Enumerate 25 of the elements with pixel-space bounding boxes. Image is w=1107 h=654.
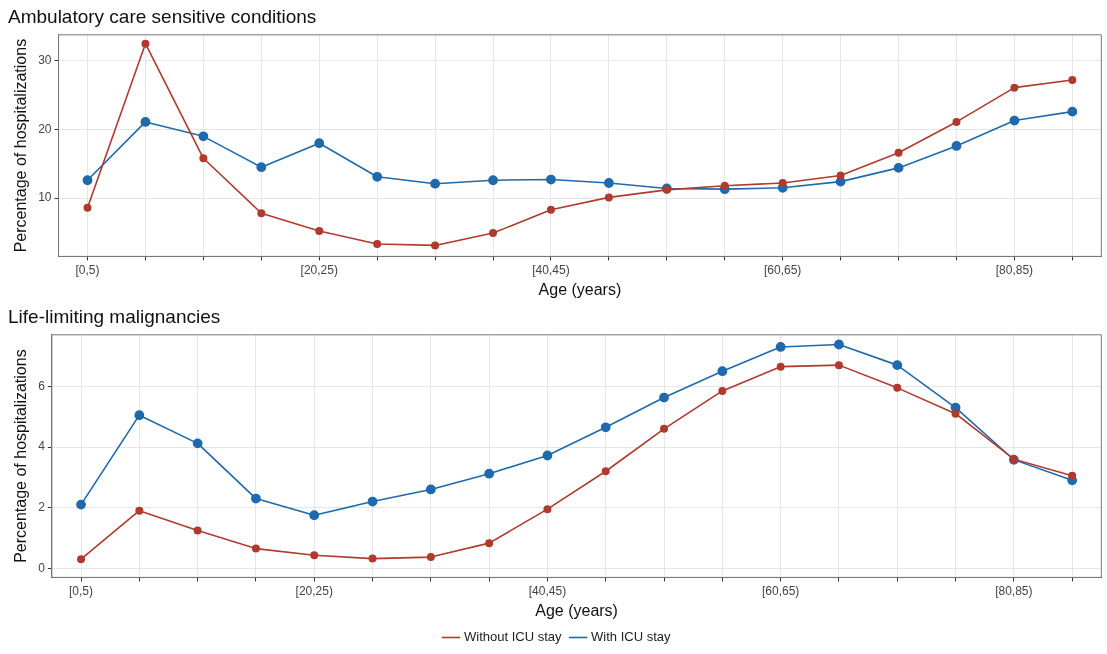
y-tick-label: 10 bbox=[38, 190, 52, 205]
x-tick-label: [20,25) bbox=[300, 262, 338, 277]
x-tick-label: [0,5) bbox=[69, 583, 94, 598]
y-tick-label: 4 bbox=[38, 439, 46, 454]
x-tick-label: [80,85) bbox=[995, 583, 1033, 598]
legend-label: With ICU stay bbox=[591, 629, 671, 645]
x-tick-label: [40,45) bbox=[532, 262, 570, 277]
x-tick-label: [20,25) bbox=[295, 583, 333, 598]
x-axis-title: Age (years) bbox=[535, 601, 618, 619]
y-axis-title: Percentage of hospitalizations bbox=[12, 38, 30, 253]
chart-title: Ambulatory care sensitive conditions bbox=[8, 5, 317, 27]
y-tick-label: 30 bbox=[38, 53, 52, 68]
chart-title: Life-limiting malignancies bbox=[8, 305, 221, 327]
x-tick-label: [0,5) bbox=[75, 262, 100, 277]
y-tick-label: 2 bbox=[38, 499, 46, 514]
x-axis-title: Age (years) bbox=[538, 280, 622, 298]
legend-label: Without ICU stay bbox=[464, 629, 563, 645]
y-tick-label: 6 bbox=[38, 378, 46, 393]
y-tick-label: 20 bbox=[38, 121, 52, 136]
x-tick-label: [80,85) bbox=[995, 262, 1034, 277]
y-tick-label: 0 bbox=[38, 560, 46, 575]
x-tick-label: [40,45) bbox=[528, 583, 567, 598]
x-tick-label: [60,65) bbox=[761, 583, 800, 598]
x-tick-label: [60,65) bbox=[764, 262, 802, 277]
y-axis-title: Percentage of hospitalizations bbox=[12, 349, 30, 563]
